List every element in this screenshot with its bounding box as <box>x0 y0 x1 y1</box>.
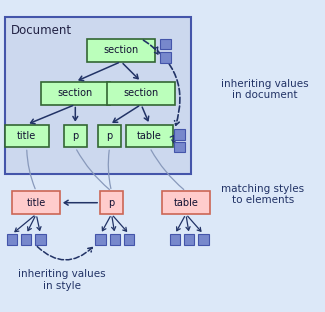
Text: section: section <box>103 45 139 55</box>
Text: matching styles
to elements: matching styles to elements <box>221 184 304 205</box>
Bar <box>87 39 155 62</box>
Bar <box>5 124 49 148</box>
Bar <box>100 191 123 214</box>
Bar <box>162 191 210 214</box>
Bar <box>170 234 180 245</box>
Bar <box>184 234 194 245</box>
Bar <box>126 124 174 148</box>
Bar <box>160 52 171 63</box>
Bar <box>21 234 32 245</box>
Text: p: p <box>109 198 115 208</box>
Bar <box>41 82 110 105</box>
Text: table: table <box>174 198 198 208</box>
Bar <box>64 124 87 148</box>
Bar <box>107 82 176 105</box>
Text: Document: Document <box>10 24 72 37</box>
Bar <box>175 129 185 140</box>
Bar <box>98 124 121 148</box>
Text: inheriting values
in document: inheriting values in document <box>221 79 309 100</box>
Bar <box>12 191 60 214</box>
Text: title: title <box>27 198 46 208</box>
Text: section: section <box>124 88 159 98</box>
Text: table: table <box>137 131 162 141</box>
Text: p: p <box>107 131 113 141</box>
Bar <box>175 142 185 152</box>
Bar <box>110 234 120 245</box>
Bar <box>7 234 17 245</box>
Bar <box>95 234 106 245</box>
Bar <box>198 234 209 245</box>
Bar <box>160 39 171 49</box>
Text: inheriting values
in style: inheriting values in style <box>18 270 106 291</box>
Text: title: title <box>17 131 36 141</box>
Text: p: p <box>72 131 78 141</box>
Bar <box>35 234 46 245</box>
Text: section: section <box>58 88 93 98</box>
Bar <box>5 17 191 174</box>
Bar <box>124 234 135 245</box>
